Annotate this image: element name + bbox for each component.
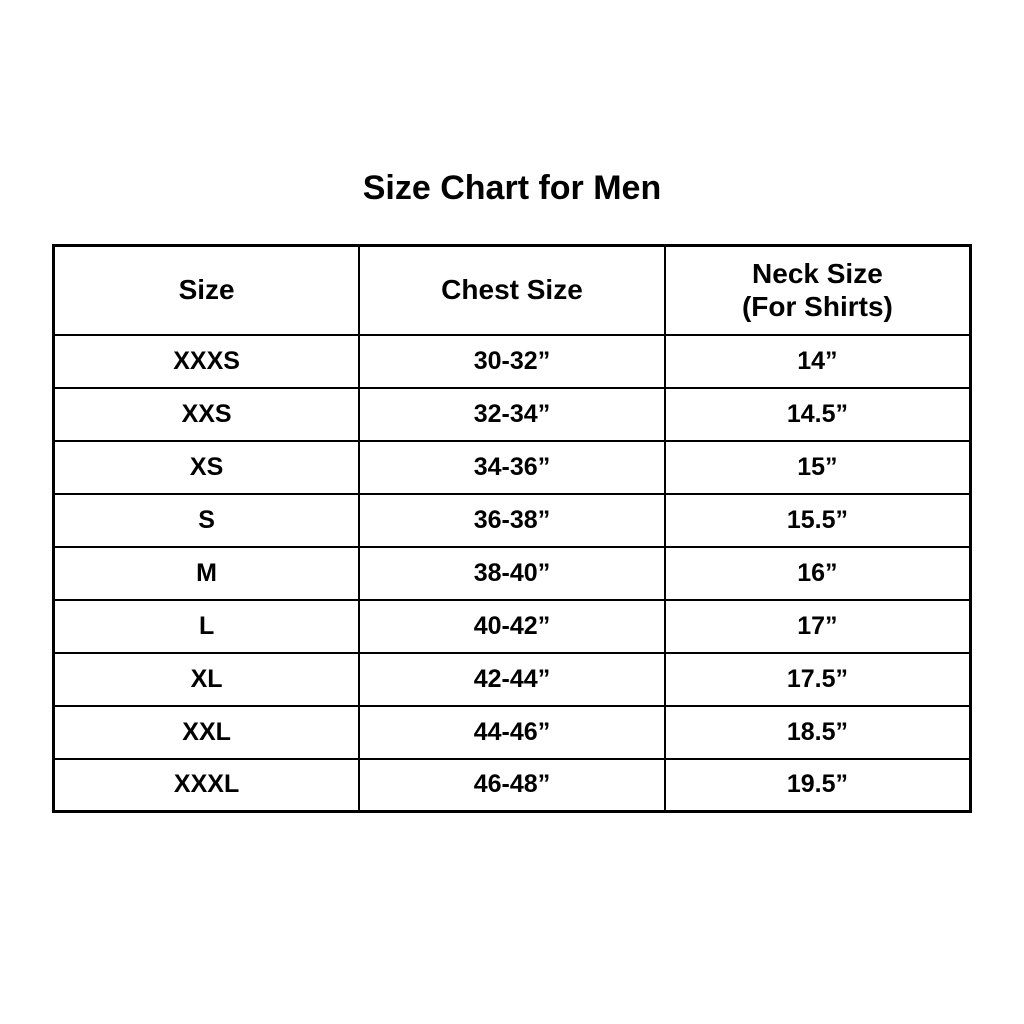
chest-size-cell: 42-44” bbox=[358, 651, 666, 707]
neck-size-cell: 14.5” bbox=[663, 386, 972, 442]
chest-size-cell: 30-32” bbox=[358, 333, 666, 389]
neck-size-cell: 19.5” bbox=[663, 757, 972, 813]
table-body: XXXS 30-32” 14” XXS 32-34” 14.5” XS 34-3… bbox=[52, 333, 972, 813]
neck-size-cell: 15.5” bbox=[663, 492, 972, 548]
neck-size-cell: 18.5” bbox=[663, 704, 972, 760]
table-row: M 38-40” 16” bbox=[52, 545, 972, 601]
table-row: S 36-38” 15.5” bbox=[52, 492, 972, 548]
chest-size-cell: 32-34” bbox=[358, 386, 666, 442]
table-row: XXXL 46-48” 19.5” bbox=[52, 757, 972, 813]
table-row: XXXS 30-32” 14” bbox=[52, 333, 972, 389]
chest-size-cell: 36-38” bbox=[358, 492, 666, 548]
page-title: Size Chart for Men bbox=[362, 169, 662, 207]
size-cell: XXXL bbox=[52, 757, 361, 813]
neck-size-cell: 17” bbox=[663, 598, 972, 654]
neck-size-cell: 15” bbox=[663, 439, 972, 495]
column-header-size: Size bbox=[52, 244, 361, 336]
chest-size-cell: 34-36” bbox=[358, 439, 666, 495]
table-row: XL 42-44” 17.5” bbox=[52, 651, 972, 707]
table-row: XXL 44-46” 18.5” bbox=[52, 704, 972, 760]
chest-size-cell: 46-48” bbox=[358, 757, 666, 813]
neck-size-cell: 17.5” bbox=[663, 651, 972, 707]
column-header-chest-size-label: Chest Size bbox=[441, 274, 583, 306]
chest-size-cell: 44-46” bbox=[358, 704, 666, 760]
neck-size-cell: 16” bbox=[663, 545, 972, 601]
table-row: L 40-42” 17” bbox=[52, 598, 972, 654]
table-row: XS 34-36” 15” bbox=[52, 439, 972, 495]
size-chart-table: Size Chest Size Neck Size (For Shirts) X… bbox=[52, 244, 972, 813]
size-cell: S bbox=[52, 492, 361, 548]
size-cell: XXS bbox=[52, 386, 361, 442]
column-header-neck-size-label: Neck Size bbox=[752, 257, 883, 289]
table-header: Size Chest Size Neck Size (For Shirts) bbox=[52, 244, 972, 336]
neck-size-cell: 14” bbox=[663, 333, 972, 389]
size-cell: XS bbox=[52, 439, 361, 495]
column-header-neck-size-sublabel: (For Shirts) bbox=[741, 291, 893, 323]
chest-size-cell: 38-40” bbox=[358, 545, 666, 601]
chest-size-cell: 40-42” bbox=[358, 598, 666, 654]
table-row: XXS 32-34” 14.5” bbox=[52, 386, 972, 442]
size-cell: XXL bbox=[52, 704, 361, 760]
size-cell: XL bbox=[52, 651, 361, 707]
size-cell: L bbox=[52, 598, 361, 654]
size-cell: XXXS bbox=[52, 333, 361, 389]
column-header-chest-size: Chest Size bbox=[358, 244, 666, 336]
header-row: Size Chest Size Neck Size (For Shirts) bbox=[52, 244, 972, 336]
column-header-neck-size: Neck Size (For Shirts) bbox=[663, 244, 972, 336]
size-cell: M bbox=[52, 545, 361, 601]
column-header-size-label: Size bbox=[178, 274, 235, 306]
